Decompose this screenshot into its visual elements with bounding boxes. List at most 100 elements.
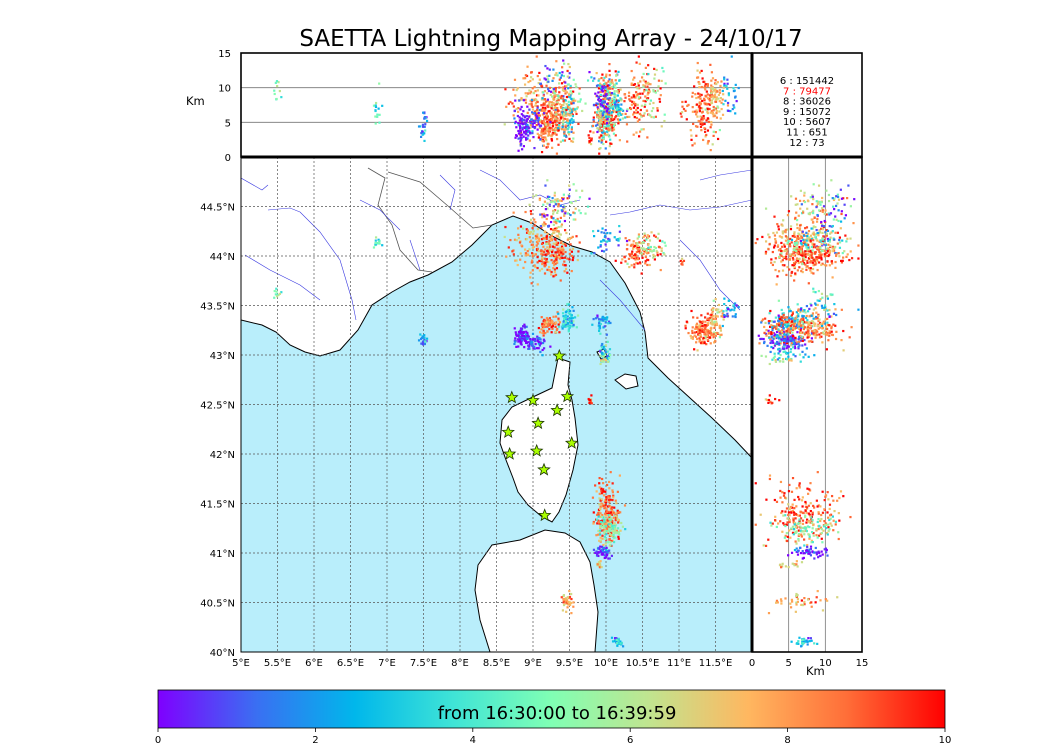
lightning-source-altitude xyxy=(701,99,704,103)
lightning-source-altitude xyxy=(817,527,820,531)
lightning-source-altitude xyxy=(822,322,825,325)
lightning-source-altitude xyxy=(801,339,804,342)
lightning-source-altitude xyxy=(603,83,606,86)
lightning-source-altitude xyxy=(647,72,650,76)
lightning-source xyxy=(534,221,537,224)
lightning-source-altitude xyxy=(844,234,847,237)
lightning-source-altitude xyxy=(814,302,817,305)
lightning-source-altitude xyxy=(614,86,617,89)
lightning-source xyxy=(569,243,572,246)
lightning-source-altitude xyxy=(823,308,826,311)
lightning-source-altitude xyxy=(808,255,812,259)
lightning-source xyxy=(610,554,613,557)
lightning-source-altitude xyxy=(710,120,713,124)
lightning-source-altitude xyxy=(727,92,730,95)
lightning-source xyxy=(513,327,516,330)
lightning-source-altitude xyxy=(798,320,802,323)
lightning-source-altitude xyxy=(523,122,526,125)
lon-tick-label: 8.5°E xyxy=(483,658,510,669)
lightning-source xyxy=(525,337,529,340)
lightning-source xyxy=(692,316,695,319)
lightning-source-altitude xyxy=(636,87,639,90)
lightning-source xyxy=(545,321,549,324)
lightning-source xyxy=(662,251,665,255)
lightning-source-altitude xyxy=(536,105,539,108)
lightning-source-altitude xyxy=(710,93,713,96)
lightning-source-altitude xyxy=(767,320,770,323)
lightning-source xyxy=(512,211,515,214)
lightning-source-altitude xyxy=(532,92,535,95)
lightning-source xyxy=(567,308,570,312)
lightning-source-altitude xyxy=(808,537,811,540)
lightning-source-altitude xyxy=(725,84,728,88)
lightning-source-altitude xyxy=(823,240,826,243)
lightning-source-altitude xyxy=(784,534,787,537)
lightning-source-altitude xyxy=(820,531,823,535)
lightning-source-altitude xyxy=(804,353,807,356)
lightning-source xyxy=(612,494,615,497)
lightning-source-altitude xyxy=(629,107,633,111)
lightning-source-altitude xyxy=(634,96,637,99)
lightning-source-altitude xyxy=(528,89,531,92)
lightning-source-altitude xyxy=(596,114,599,117)
lightning-source-altitude xyxy=(515,88,518,92)
lightning-source-altitude xyxy=(790,327,793,330)
lightning-source xyxy=(604,537,607,541)
lightning-source xyxy=(615,529,618,532)
lightning-source-altitude xyxy=(713,88,716,92)
lightning-source xyxy=(517,340,520,343)
lightning-source xyxy=(608,527,611,530)
lightning-source xyxy=(423,342,427,346)
lightning-source-altitude xyxy=(635,61,638,64)
lightning-source xyxy=(681,260,684,264)
lightning-source-altitude xyxy=(797,309,800,312)
lightning-source-altitude xyxy=(801,230,804,233)
lightning-source-altitude xyxy=(598,140,601,143)
lightning-source-altitude xyxy=(815,333,818,336)
lightning-source-altitude xyxy=(558,91,561,94)
lightning-source-altitude xyxy=(816,324,820,328)
lightning-source xyxy=(601,537,604,540)
lightning-source-altitude xyxy=(805,242,808,245)
lightning-source-altitude xyxy=(819,526,823,529)
lightning-source-altitude xyxy=(797,345,800,348)
lightning-source-altitude xyxy=(817,504,820,507)
lightning-source xyxy=(521,338,524,342)
lightning-source xyxy=(723,313,726,317)
lightning-source-altitude xyxy=(853,198,856,201)
lightning-source-altitude xyxy=(603,105,606,108)
lightning-source xyxy=(617,527,620,530)
lightning-source-altitude xyxy=(537,81,540,85)
lightning-source-altitude xyxy=(711,111,714,114)
lightning-source-altitude xyxy=(691,91,694,94)
lightning-source-altitude xyxy=(617,90,620,93)
lightning-source-altitude xyxy=(701,107,704,110)
lightning-source-altitude xyxy=(808,525,811,529)
lightning-source-altitude xyxy=(779,496,782,499)
lightning-source-altitude xyxy=(783,243,786,246)
lightning-source-altitude xyxy=(643,105,646,108)
lightning-source xyxy=(572,320,575,323)
lightning-source xyxy=(526,253,530,257)
lightning-source-altitude xyxy=(717,97,720,100)
lightning-source-altitude xyxy=(791,331,794,334)
lightning-source-altitude xyxy=(775,340,779,344)
lightning-source-altitude xyxy=(790,195,793,198)
lightning-source-altitude xyxy=(600,121,603,124)
lightning-source-altitude xyxy=(822,205,826,208)
lightning-source xyxy=(601,477,604,481)
lightning-source-altitude xyxy=(793,513,796,516)
map-gridlines xyxy=(241,157,752,652)
lightning-source-altitude xyxy=(657,79,661,82)
lightning-source-altitude xyxy=(723,84,726,87)
lightning-source-altitude xyxy=(810,252,813,256)
lightning-source-altitude xyxy=(821,231,824,235)
lightning-source xyxy=(524,210,527,214)
lightning-source-altitude xyxy=(835,218,838,221)
lightning-source xyxy=(540,213,544,216)
lightning-source-altitude xyxy=(515,126,518,129)
lightning-source-altitude xyxy=(798,514,801,517)
lightning-source xyxy=(599,318,603,321)
lightning-source-altitude xyxy=(808,488,811,491)
